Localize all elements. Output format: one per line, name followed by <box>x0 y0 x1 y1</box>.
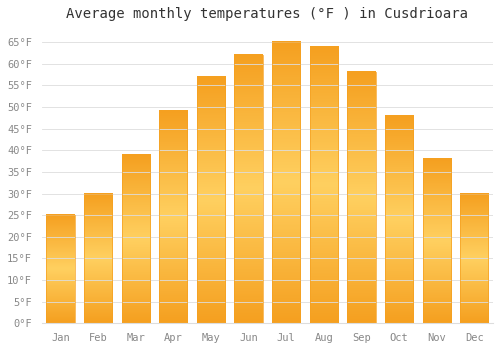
Bar <box>272 42 300 323</box>
Bar <box>46 215 74 323</box>
Bar <box>197 77 225 323</box>
Bar <box>234 55 262 323</box>
Bar <box>84 194 112 323</box>
Bar <box>422 159 450 323</box>
Bar <box>310 46 338 323</box>
Bar <box>460 194 488 323</box>
Bar <box>348 72 376 323</box>
Bar <box>122 155 150 323</box>
Bar <box>385 116 413 323</box>
Bar <box>159 111 188 323</box>
Title: Average monthly temperatures (°F ) in Cusdrioara: Average monthly temperatures (°F ) in Cu… <box>66 7 468 21</box>
